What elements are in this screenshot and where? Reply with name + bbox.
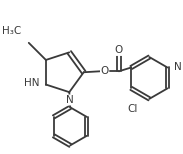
Text: O: O — [100, 66, 109, 76]
Text: Cl: Cl — [128, 104, 138, 114]
Text: N: N — [66, 95, 74, 105]
Text: O: O — [115, 45, 123, 55]
Text: H₃C: H₃C — [2, 26, 21, 36]
Text: N: N — [174, 63, 182, 73]
Text: HN: HN — [24, 78, 39, 88]
